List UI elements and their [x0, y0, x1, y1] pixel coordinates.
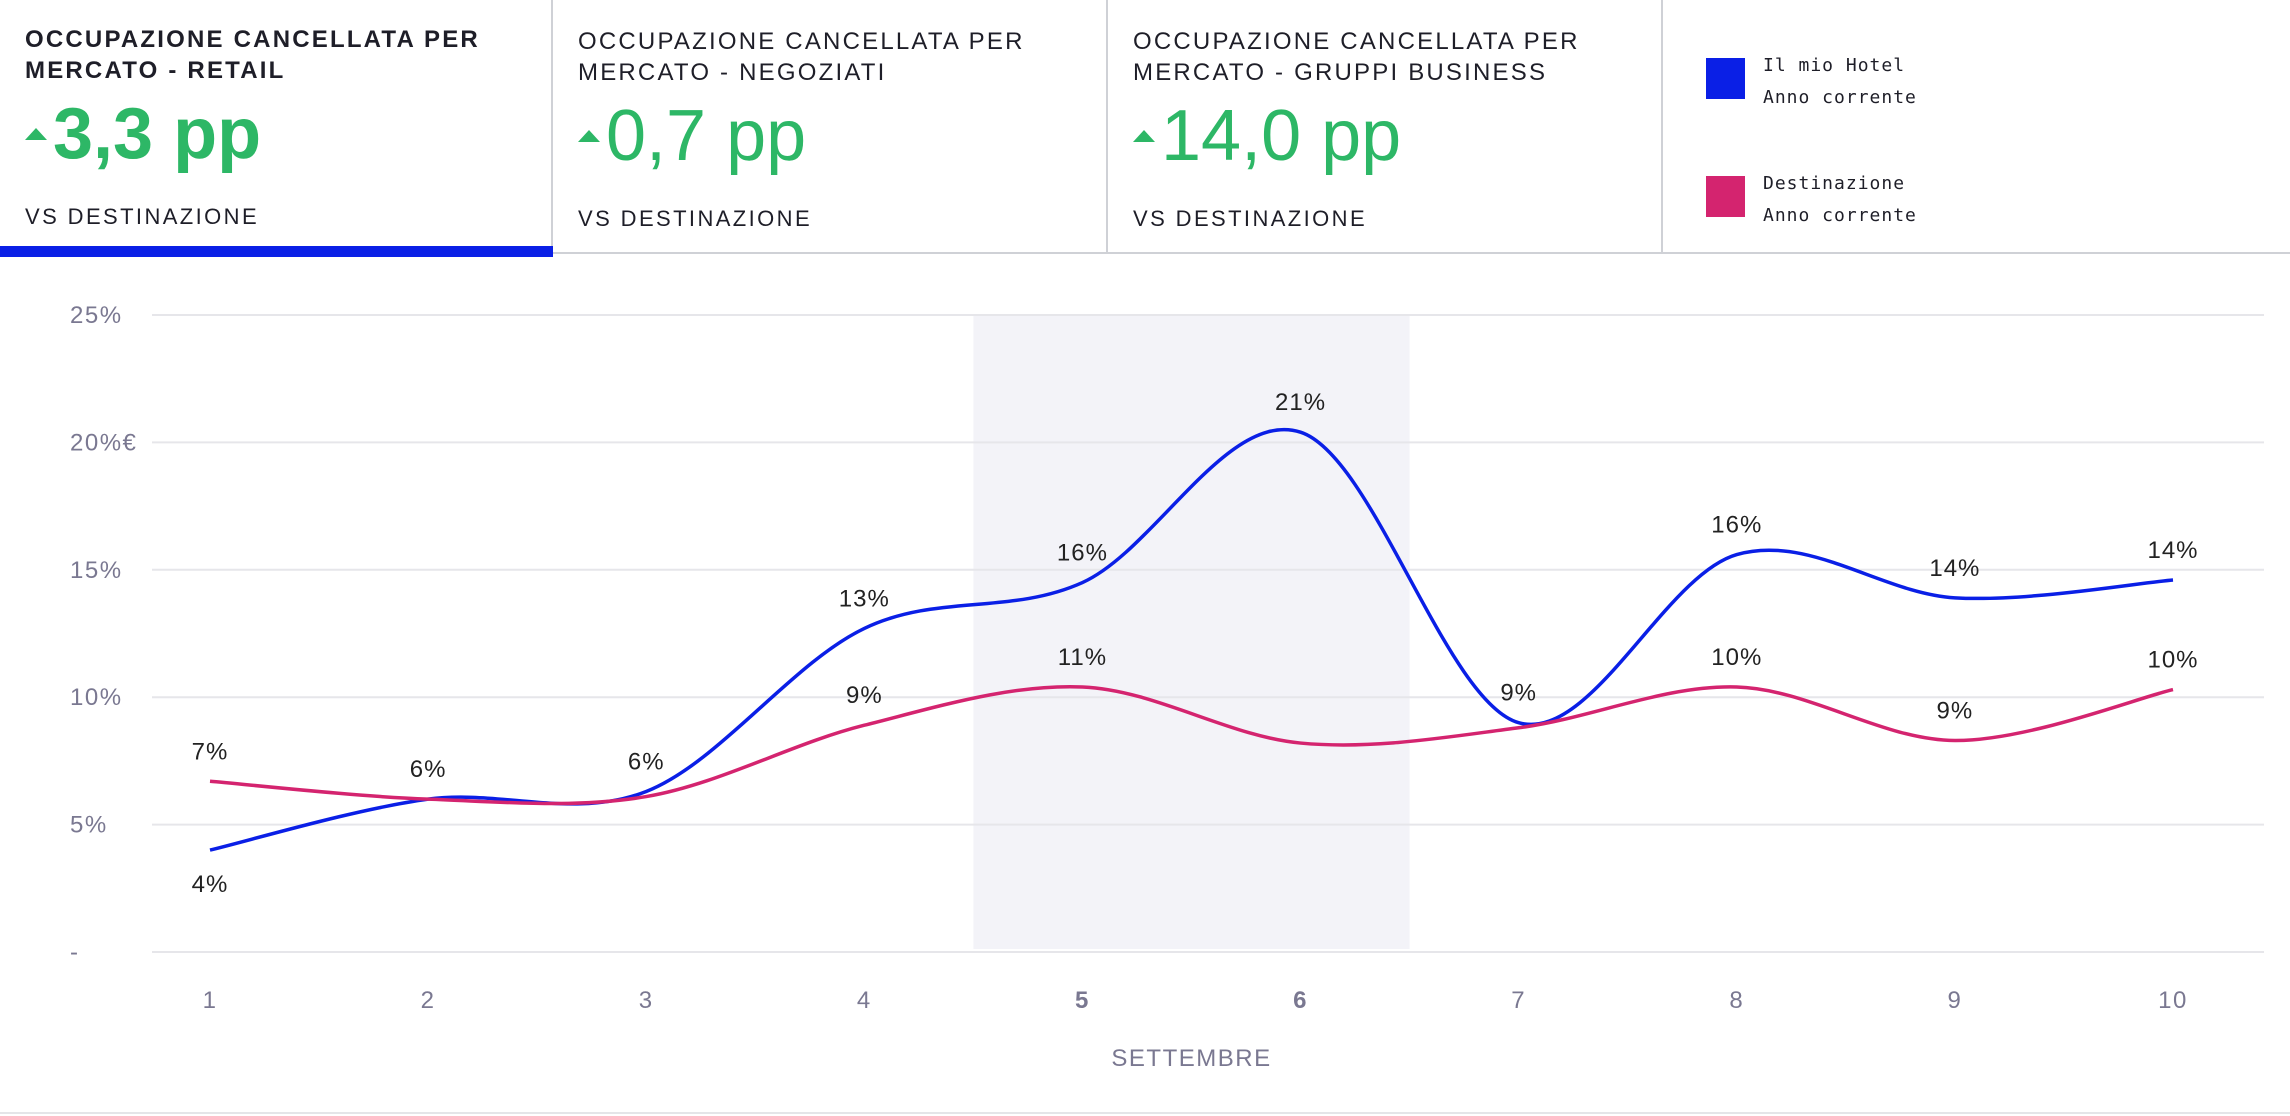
- legend-swatch: [1706, 58, 1745, 99]
- kpi-title: OCCUPAZIONE CANCELLATA PER MERCATO - NEGO…: [578, 28, 1025, 86]
- data-label: 10%: [1711, 644, 1762, 671]
- data-label: 6%: [410, 756, 447, 783]
- data-label: 9%: [1937, 698, 1974, 725]
- active-tab-indicator: [0, 246, 553, 257]
- x-tick-label: 8: [1729, 987, 1744, 1014]
- kpi-value: 0,7 pp: [578, 96, 1106, 176]
- kpi-header: OCCUPAZIONE CANCELLATA PER MERCATO - RETA…: [0, 0, 2290, 257]
- x-tick-label: 7: [1511, 987, 1526, 1014]
- kpi-value: 3,3 pp: [25, 94, 551, 174]
- series-line-destination: [209, 685, 2174, 806]
- x-tick-label: 10: [2158, 987, 2188, 1014]
- kpi-title: OCCUPAZIONE CANCELLATA PER MERCATO - GRUP…: [1133, 28, 1580, 86]
- data-label: 10%: [2147, 647, 2198, 674]
- kpi-subtitle: VS DESTINAZIONE: [25, 204, 260, 229]
- chart-legend: Il mio Hotel Anno corrente Destinazione An…: [1706, 50, 1917, 286]
- data-label: 7%: [192, 738, 229, 765]
- y-tick-label: 5%: [70, 812, 108, 839]
- legend-label: Destinazione: [1763, 173, 1906, 194]
- y-tick-label: 10%: [70, 684, 123, 711]
- highlight-band: [973, 315, 1410, 949]
- data-label: 4%: [192, 871, 229, 898]
- kpi-subtitle: VS DESTINAZIONE: [1133, 206, 1368, 231]
- data-label: 14%: [1929, 555, 1980, 582]
- kpi-card-retail[interactable]: OCCUPAZIONE CANCELLATA PER MERCATO - RETA…: [0, 0, 553, 254]
- y-tick-label: 15%: [70, 557, 123, 584]
- y-tick-label: 25%: [70, 302, 123, 329]
- legend-sublabel: Anno corrente: [1763, 87, 1917, 108]
- legend-swatch: [1706, 176, 1745, 217]
- data-label: 6%: [628, 748, 665, 775]
- legend-label: Il mio Hotel: [1763, 55, 1906, 76]
- x-tick-label: 1: [203, 987, 218, 1014]
- trend-up-icon: [578, 130, 600, 142]
- kpi-value: 14,0 pp: [1133, 96, 1661, 176]
- y-tick-label: -: [70, 939, 80, 966]
- data-label: 9%: [1500, 680, 1537, 707]
- data-label: 16%: [1057, 540, 1108, 567]
- legend-sublabel: Anno corrente: [1763, 205, 1917, 226]
- data-label: 13%: [839, 585, 890, 612]
- kpi-card-gruppi-business[interactable]: OCCUPAZIONE CANCELLATA PER MERCATO - GRUP…: [1108, 0, 1663, 254]
- data-label: 21%: [1275, 389, 1326, 416]
- x-tick-label: 3: [639, 987, 654, 1014]
- trend-up-icon: [25, 128, 47, 140]
- data-label: 14%: [2147, 537, 2198, 564]
- legend-item-destination[interactable]: Destinazione Anno corrente: [1706, 168, 1917, 232]
- y-tick-label: 20%€: [70, 429, 137, 456]
- kpi-card-negoziati[interactable]: OCCUPAZIONE CANCELLATA PER MERCATO - NEGO…: [553, 0, 1108, 254]
- x-tick-label: 5: [1075, 987, 1090, 1014]
- data-label: 9%: [846, 682, 883, 709]
- x-tick-label: 9: [1947, 987, 1962, 1014]
- kpi-subtitle: VS DESTINAZIONE: [578, 206, 813, 231]
- data-label: 11%: [1058, 644, 1107, 671]
- x-axis-title: SETTEMBRE: [1111, 1045, 1271, 1072]
- x-tick-label: 4: [857, 987, 872, 1014]
- trend-up-icon: [1133, 130, 1155, 142]
- legend-item-hotel[interactable]: Il mio Hotel Anno corrente: [1706, 50, 1917, 114]
- x-tick-label: 6: [1293, 987, 1308, 1014]
- bottom-divider: [0, 1112, 2290, 1114]
- data-label: 16%: [1711, 512, 1762, 539]
- kpi-title: OCCUPAZIONE CANCELLATA PER MERCATO - RETA…: [25, 26, 480, 84]
- x-tick-label: 2: [421, 987, 436, 1014]
